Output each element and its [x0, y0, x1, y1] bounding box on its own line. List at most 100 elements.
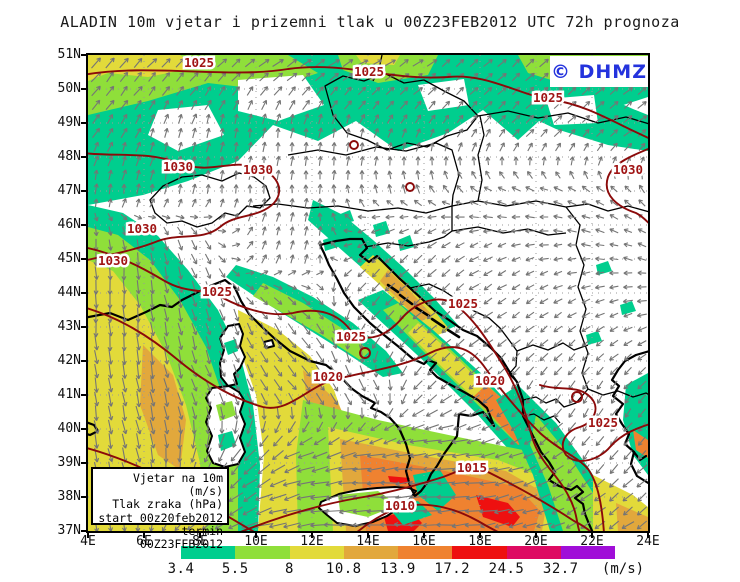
isobar-label: 1025	[202, 284, 232, 299]
lon-tick-mark	[647, 533, 649, 538]
lon-tick-mark	[423, 533, 425, 538]
lat-tick-label: 42N	[57, 353, 81, 368]
shading-patch	[530, 415, 600, 531]
lat-tick-label: 50N	[57, 81, 81, 96]
lon-tick-mark	[311, 533, 313, 538]
small-island	[446, 328, 461, 339]
copyright-label: © DHMZ	[551, 60, 647, 83]
colorbar-tick-label: 13.9	[380, 561, 416, 577]
graticule-layer	[88, 55, 648, 531]
island-shading-patch	[224, 339, 238, 355]
isobar-label: 1010	[385, 498, 415, 513]
lat-tick-label: 37N	[57, 523, 81, 538]
lon-tick-mark	[591, 533, 593, 538]
lat-tick-mark	[81, 360, 86, 362]
graticule-dotted-lines	[88, 55, 648, 531]
country-border	[409, 283, 518, 383]
lat-tick-mark	[81, 156, 86, 158]
lat-tick-label: 48N	[57, 149, 81, 164]
coastline-layer	[88, 55, 648, 531]
info-line-termin: termin 00Z23FEB2012	[139, 523, 223, 552]
map-frame: 1025 1025 1025 1030 1030 1030 1030 1030 1025 1025…	[86, 53, 650, 533]
lon-tick-label: 16E	[412, 534, 436, 549]
colorbar-tick-label: 5.5	[221, 561, 249, 577]
isobar-label: 1015	[457, 460, 487, 475]
isobar-label: 1030	[98, 253, 128, 268]
shading-patch	[586, 331, 602, 345]
info-line-pressure: Tlak zraka (hPa)	[112, 497, 223, 512]
lon-tick-mark	[87, 533, 89, 538]
isobar-layer	[88, 66, 648, 531]
colorbar-segment	[452, 546, 507, 559]
lat-tick-label: 46N	[57, 217, 81, 232]
small-island	[386, 283, 400, 294]
shading-patch	[476, 495, 520, 527]
shading-patch	[408, 323, 500, 410]
lon-tick-label: 14E	[356, 534, 380, 549]
shading-patch	[388, 476, 410, 484]
lat-tick-label: 40N	[57, 421, 81, 436]
lat-tick-mark	[81, 428, 86, 430]
lon-tick-mark	[255, 533, 257, 538]
lon-tick-mark	[143, 533, 145, 538]
lon-tick-label: 20E	[524, 534, 548, 549]
lat-tick-mark	[81, 496, 86, 498]
lat-tick-mark	[81, 530, 86, 532]
shading-patch	[88, 55, 648, 205]
info-line-start: start 00z20feb2012	[98, 510, 223, 525]
shading-patch	[616, 503, 648, 531]
lon-tick-label: 10E	[244, 534, 268, 549]
coastline	[358, 237, 594, 531]
isobar-line	[356, 503, 499, 531]
colorbar-segment	[398, 546, 453, 559]
isobar-label: 1020	[475, 373, 505, 388]
isobar-label: 1025	[354, 64, 384, 79]
colorbar-tick-label: 24.5	[488, 561, 525, 577]
isobar-closed-contour	[405, 182, 415, 192]
isobar-line	[88, 66, 648, 139]
island-shading-patch	[218, 431, 236, 451]
shading-patch	[620, 301, 636, 315]
isobar-label: 1030	[243, 162, 273, 177]
lon-tick-mark	[535, 533, 537, 538]
isobar-label-layer: 1025 1025 1025 1030 1030 1030 1030 1030 1025 1025…	[95, 55, 645, 516]
lon-tick-label: 18E	[468, 534, 492, 549]
lon-tick-label: 22E	[580, 534, 604, 549]
lat-tick-mark	[81, 122, 86, 124]
isobar-line	[88, 247, 581, 531]
lat-tick-label: 45N	[57, 251, 81, 266]
lon-tick-mark	[199, 533, 201, 538]
colorbar-segment	[235, 546, 290, 559]
page-title: ALADIN 10m vjetar i prizemni tlak u 00Z2…	[60, 13, 680, 31]
colorbar-segment	[506, 546, 561, 559]
isobar-closed-contour	[349, 140, 359, 150]
lat-tick-label: 39N	[57, 455, 81, 470]
colorbar-segment	[560, 546, 615, 559]
isobar-label: 1030	[127, 221, 157, 236]
lat-tick-label: 51N	[57, 47, 81, 62]
country-border	[477, 115, 485, 202]
lon-tick-label: 6E	[136, 534, 152, 549]
isobar-line	[605, 147, 648, 224]
lat-tick-mark	[81, 394, 86, 396]
shading-patch	[596, 261, 612, 275]
isobar-line	[539, 384, 648, 462]
isobar-label: 1025	[336, 329, 366, 344]
lat-tick-mark	[81, 462, 86, 464]
island-coastline	[219, 323, 246, 387]
lat-tick-mark	[81, 190, 86, 192]
shading-patch	[413, 470, 456, 511]
colorbar-unit-label: (m/s)	[601, 561, 645, 577]
isobar-label: 1025	[533, 90, 563, 105]
lat-tick-mark	[81, 258, 86, 260]
country-border	[477, 110, 648, 125]
isobar-label: 1025	[184, 55, 214, 70]
isobar-label: 1030	[613, 162, 643, 177]
colorbar-segment	[181, 546, 236, 559]
wind-speed-colorbar	[181, 546, 615, 559]
colorbar-tick-label: 17.2	[434, 561, 471, 577]
coastline	[610, 350, 648, 485]
country-border	[522, 388, 589, 408]
map-canvas: 1025 1025 1025 1030 1030 1030 1030 1030 1025 1025…	[88, 55, 648, 531]
country-border	[252, 142, 460, 214]
